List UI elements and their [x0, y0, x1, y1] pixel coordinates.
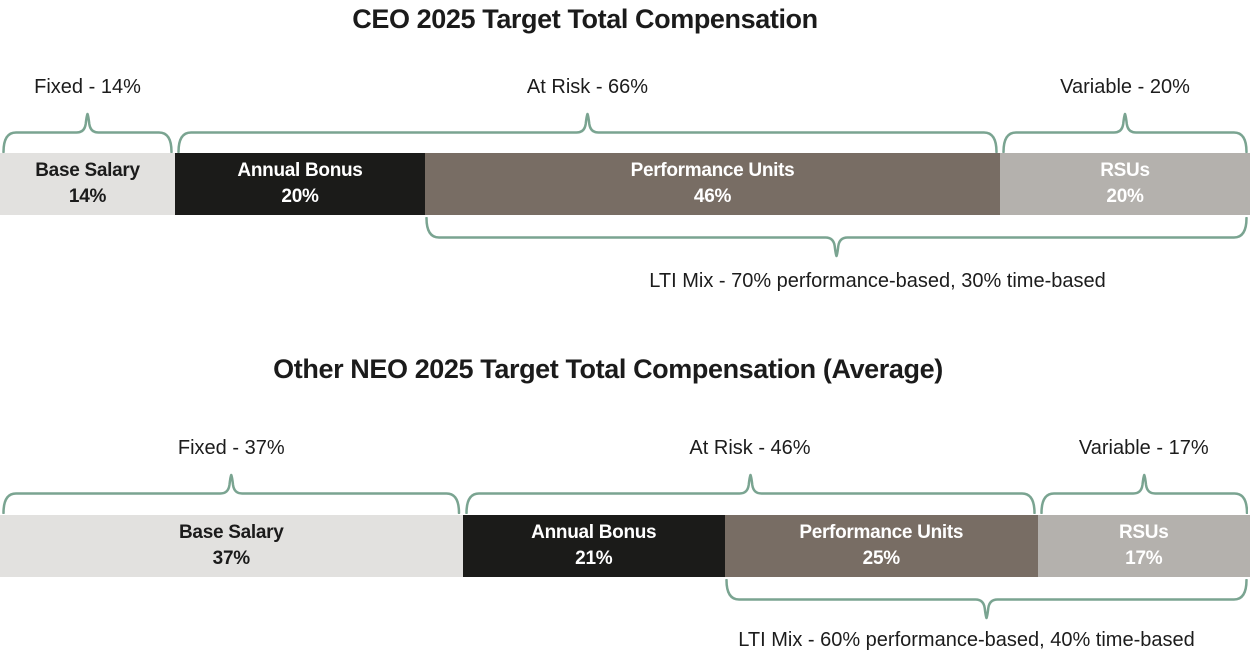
neo-chart-title: Other NEO 2025 Target Total Compensation…: [273, 354, 943, 384]
lti-mix-label: LTI Mix - 60% performance-based, 40% tim…: [738, 629, 1195, 651]
lti-brace: [725, 579, 1248, 620]
stacked-bar: Base Salary 37% Annual Bonus 21% Performance…: [0, 515, 1250, 577]
bar-segment: RSUs 20%: [1000, 153, 1250, 215]
bar-segment: RSUs 17%: [1037, 515, 1250, 577]
group-brace: [177, 112, 998, 153]
group-brace: [1039, 473, 1248, 514]
group-label: Variable - 20%: [1060, 76, 1190, 98]
segment-value: 37%: [212, 548, 250, 569]
segment-label: RSUs: [1119, 522, 1169, 543]
lti-mix-label: LTI Mix - 70% performance-based, 30% tim…: [649, 270, 1106, 292]
group-brace: [2, 473, 461, 514]
bar-segment: Base Salary 14%: [0, 153, 175, 215]
segment-label: Annual Bonus: [237, 160, 363, 181]
segment-value: 25%: [862, 548, 900, 569]
segment-label: Performance Units: [799, 522, 964, 543]
group-label: Variable - 17%: [1078, 437, 1209, 459]
bar-segment: Performance Units 25%: [725, 515, 1038, 577]
group-label: Fixed - 14%: [34, 76, 141, 98]
bar-segment: Base Salary 37%: [0, 515, 463, 577]
group-label: Fixed - 37%: [177, 437, 285, 459]
segment-value: 14%: [68, 186, 107, 207]
bar-segment: Annual Bonus 20%: [175, 153, 425, 215]
bar-segment: Annual Bonus 21%: [462, 515, 725, 577]
ceo-chart-title: CEO 2025 Target Total Compensation: [352, 4, 818, 34]
group-label: At Risk - 66%: [526, 76, 649, 98]
lti-brace: [425, 217, 1248, 258]
group-brace: [2, 112, 173, 153]
segment-value: 17%: [1125, 548, 1163, 569]
segment-label: Performance Units: [630, 160, 795, 181]
bar-segment: Performance Units 46%: [425, 153, 1000, 215]
segment-label: Annual Bonus: [531, 522, 657, 543]
segment-value: 20%: [281, 186, 319, 207]
segment-label: Base Salary: [35, 160, 140, 181]
segment-value: 20%: [1106, 186, 1144, 207]
segment-value: 46%: [693, 186, 732, 207]
segment-label: RSUs: [1100, 160, 1150, 181]
group-label: At Risk - 46%: [689, 437, 811, 459]
stacked-bar: Base Salary 14% Annual Bonus 20% Performance…: [0, 153, 1250, 215]
group-brace: [464, 473, 1036, 514]
group-brace: [1002, 112, 1248, 153]
segment-label: Base Salary: [179, 522, 284, 543]
segment-value: 21%: [575, 548, 613, 569]
